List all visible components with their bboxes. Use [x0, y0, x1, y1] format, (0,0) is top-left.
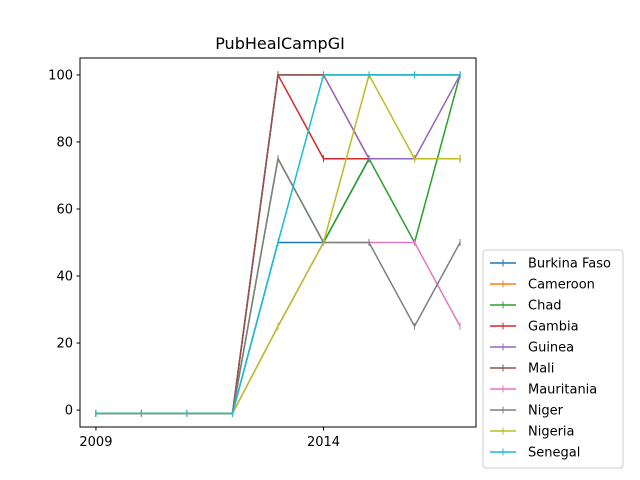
legend-label: Cameroon [528, 278, 595, 293]
legend-entry: Cameroon [490, 278, 595, 293]
legend-label: Gambia [528, 320, 579, 335]
legend-label: Niger [528, 404, 564, 419]
legend-label: Mali [528, 362, 554, 377]
y-tick-label: 40 [56, 270, 73, 285]
legend: Burkina Faso Cameroon Chad Gambia Guinea Mali… [482, 249, 624, 469]
x-tick-label: 2009 [79, 435, 112, 450]
plot-series [95, 71, 461, 417]
legend-entry: Senegal [490, 446, 580, 461]
legend-entry: Chad [490, 299, 562, 314]
plot-frame [79, 57, 477, 428]
legend-label: Guinea [528, 341, 574, 356]
legend-entry: Nigeria [490, 425, 575, 440]
series-senegal [95, 71, 461, 417]
x-tick-label: 2014 [307, 435, 340, 450]
legend-label: Burkina Faso [528, 257, 611, 272]
series-burkina-faso [95, 155, 461, 417]
legend-label: Senegal [528, 446, 580, 461]
legend-entry: Burkina Faso [490, 257, 611, 272]
series-line [95, 157, 461, 415]
legend-entry: Mali [490, 362, 554, 377]
legend-entry: Gambia [490, 320, 579, 335]
legend-label: Nigeria [528, 425, 575, 440]
axes: 0 20 40 60 80 100 2009 2014 [48, 57, 477, 450]
y-tick-label: 100 [48, 68, 73, 83]
legend-box [482, 249, 624, 469]
legend-entry: Niger [490, 404, 564, 419]
y-tick-label: 60 [56, 202, 73, 217]
series-line [95, 157, 461, 415]
legend-entry: Mauritania [490, 383, 597, 398]
y-tick-label: 0 [65, 404, 73, 419]
legend-label: Mauritania [528, 383, 597, 398]
y-tick-label: 80 [56, 135, 73, 150]
legend-entry: Guinea [490, 341, 574, 356]
series-niger [95, 155, 461, 417]
y-tick-label: 20 [56, 337, 73, 352]
chart-title: PubHealCampGI [215, 34, 345, 53]
legend-label: Chad [528, 299, 562, 314]
